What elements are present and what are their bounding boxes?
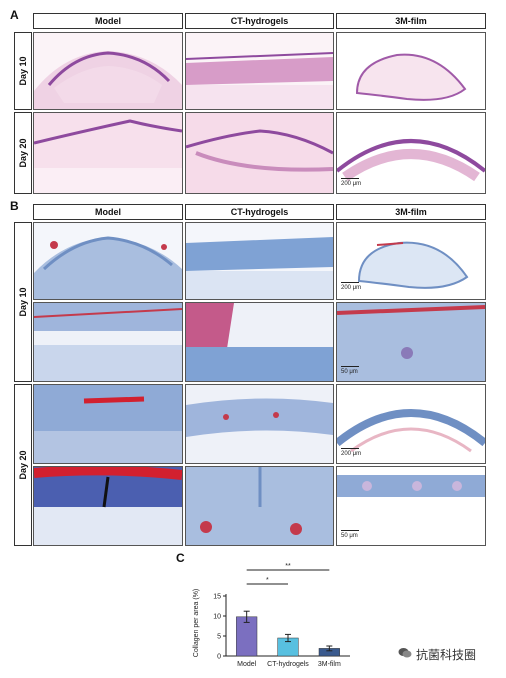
watermark-text: 抗菌科技圈 — [416, 648, 477, 662]
masson-image-3m-film-day10-low: 200 μm — [336, 222, 486, 300]
masson-image-3m-film-day10-high: 50 μm — [336, 302, 486, 382]
masson-image-3m-film-day20-high: 50 μm — [336, 466, 486, 546]
collagen-bar-chart: Collagen per area (%) 0 5 10 15 Model CT-hydr… — [193, 563, 350, 668]
he-image-ct-hydrogels-day10 — [185, 32, 334, 110]
he-image-3m-film-day10 — [336, 32, 486, 110]
masson-image-model-day10-high — [33, 302, 183, 382]
row-label-day10-b: Day 10 — [18, 287, 28, 317]
panel-label-a: A — [10, 8, 19, 22]
masson-image-model-day20-low — [33, 384, 183, 464]
significance-label: * — [266, 577, 269, 584]
row-label-day20-a: Day 20 — [18, 138, 28, 168]
col-header-3m-film-b: 3M-film — [336, 204, 486, 220]
col-header-model-a: Model — [33, 13, 183, 29]
col-header-3m-film-a: 3M-film — [336, 13, 486, 29]
he-image-3m-film-day20: 200 μm — [336, 112, 486, 194]
masson-image-3m-film-day20-low: 200 μm — [336, 384, 486, 464]
masson-image-model-day10-low — [33, 222, 183, 300]
masson-image-ct-hydrogels-day20-low — [185, 384, 334, 464]
y-tick-label: 0 — [217, 654, 221, 661]
masson-image-model-day20-high — [33, 466, 183, 546]
y-tick-label: 10 — [213, 614, 221, 621]
col-header-model-b: Model — [33, 204, 183, 220]
row-header-day10-b: Day 10 — [14, 222, 32, 382]
panel-label-c: C — [176, 551, 185, 565]
col-header-ct-hydrogels-a: CT-hydrogels — [185, 13, 334, 29]
masson-image-ct-hydrogels-day20-high — [185, 466, 334, 546]
watermark: 抗菌科技圈 — [398, 646, 476, 663]
y-axis-label: Collagen per area (%) — [193, 589, 200, 657]
col-header-ct-hydrogels-b: CT-hydrogels — [185, 204, 334, 220]
scalebar-b-day20-3m-high: 50 μm — [341, 530, 359, 539]
row-label-day10-a: Day 10 — [18, 56, 28, 86]
scalebar-b-day20-3m-low: 200 μm — [341, 448, 362, 457]
scalebar-b-day10-3m-low: 200 μm — [341, 282, 362, 291]
masson-image-ct-hydrogels-day10-high — [185, 302, 334, 382]
y-tick-label: 15 — [213, 594, 221, 601]
significance-label: ** — [285, 563, 291, 570]
row-header-day20-b: Day 20 — [14, 384, 32, 546]
row-header-day20-a: Day 20 — [14, 112, 32, 194]
masson-image-ct-hydrogels-day10-low — [185, 222, 334, 300]
row-header-day10-a: Day 10 — [14, 32, 32, 110]
x-tick-label: Model — [237, 661, 257, 668]
y-tick-label: 5 — [217, 634, 221, 641]
scalebar-b-day10-3m-high: 50 μm — [341, 366, 359, 375]
wechat-icon — [398, 647, 412, 662]
he-image-model-day20 — [33, 112, 183, 194]
panel-label-b: B — [10, 199, 19, 213]
he-image-ct-hydrogels-day20 — [185, 112, 334, 194]
x-tick-label: 3M-film — [318, 661, 341, 668]
row-label-day20-b: Day 20 — [18, 450, 28, 480]
x-tick-label: CT-hydrogels — [267, 661, 309, 668]
scalebar-a-day20-3m: 200 μm — [341, 178, 362, 187]
he-image-model-day10 — [33, 32, 183, 110]
